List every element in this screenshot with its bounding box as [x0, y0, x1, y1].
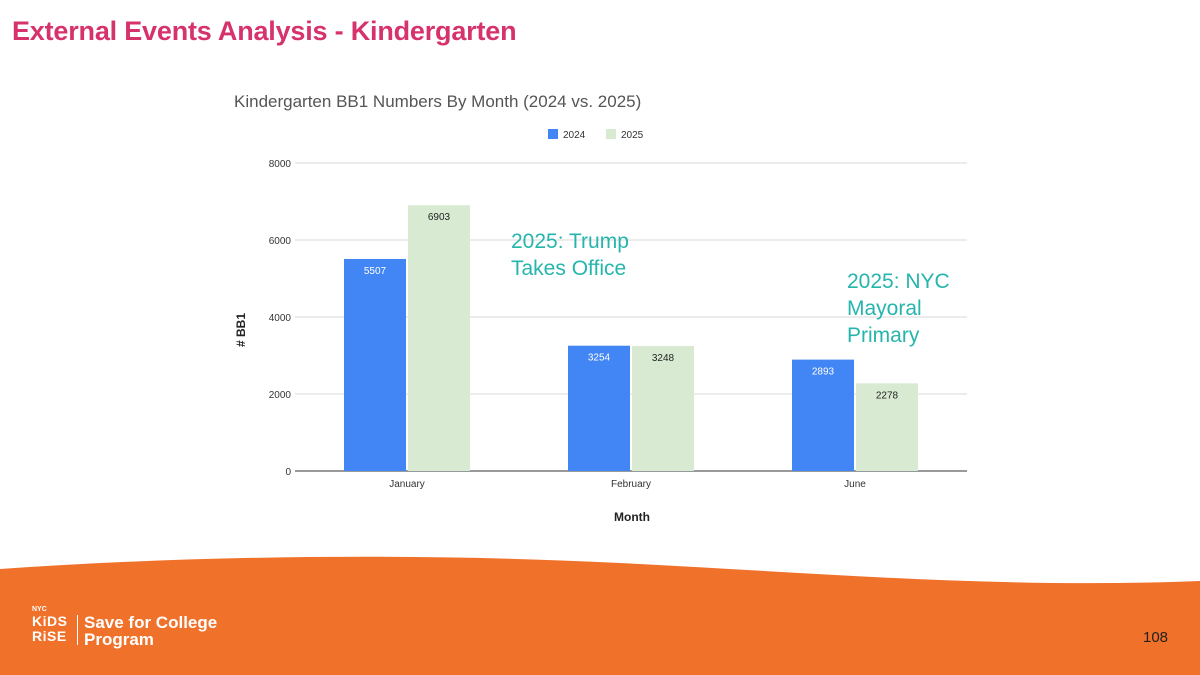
- data-label: 3248: [652, 353, 675, 364]
- x-axis-label: Month: [614, 510, 650, 524]
- footer-wave: [0, 556, 1200, 675]
- data-label: 2893: [812, 367, 835, 378]
- bar-2024-june: [792, 359, 854, 471]
- chart-x-ticks: January February June: [389, 479, 866, 490]
- legend-label: 2024: [563, 130, 586, 141]
- chart-bars: [344, 205, 918, 471]
- annotation-trump: 2025: Trump Takes Office: [511, 230, 629, 280]
- logo-program-text: Save for College Program: [84, 614, 217, 648]
- legend-swatch-2025: [606, 129, 616, 139]
- logo-divider: [77, 615, 78, 645]
- x-tick-label: February: [611, 479, 651, 490]
- logo-nyc: NYC: [32, 606, 47, 613]
- y-axis-label: # BB1: [234, 313, 248, 347]
- y-tick-label: 4000: [269, 313, 292, 324]
- chart-gridlines: 0 2000 4000 6000 8000: [269, 159, 967, 478]
- legend-swatch-2024: [548, 129, 558, 139]
- data-label: 3254: [588, 353, 611, 364]
- bar-2025-june: [856, 383, 918, 471]
- data-label: 5507: [364, 266, 387, 277]
- bar-2024-february: [568, 345, 630, 471]
- y-tick-label: 6000: [269, 236, 292, 247]
- y-tick-label: 8000: [269, 159, 292, 170]
- logo-rise: RiSE: [32, 628, 67, 644]
- slide-title: External Events Analysis - Kindergarten: [12, 16, 517, 46]
- page-number: 108: [1143, 629, 1169, 646]
- bar-2025-january: [408, 205, 470, 471]
- bar-chart: Kindergarten BB1 Numbers By Month (2024 …: [234, 92, 967, 524]
- logo-program-line1: Save for College: [84, 613, 218, 632]
- y-tick-label: 2000: [269, 390, 292, 401]
- chart-panel: Kindergarten BB1 Numbers By Month (2024 …: [205, 72, 985, 542]
- legend-label: 2025: [621, 130, 644, 141]
- x-tick-label: January: [389, 479, 425, 490]
- logo-program-line2: Program: [84, 630, 154, 649]
- bar-2025-february: [632, 345, 694, 471]
- data-label: 6903: [428, 212, 451, 223]
- chart-legend: 2024 2025: [548, 129, 644, 141]
- annotation-nyc-primary: 2025: NYC Mayoral Primary: [847, 270, 950, 347]
- bar-2024-january: [344, 258, 406, 471]
- data-label: 2278: [876, 390, 899, 401]
- chart-data-labels: 5507 6903 3254 3248 2893 2278: [364, 212, 899, 401]
- y-tick-label: 0: [285, 467, 291, 478]
- chart-title: Kindergarten BB1 Numbers By Month (2024 …: [234, 92, 641, 111]
- logo-kids: KiDS: [32, 613, 68, 629]
- x-tick-label: June: [844, 479, 866, 490]
